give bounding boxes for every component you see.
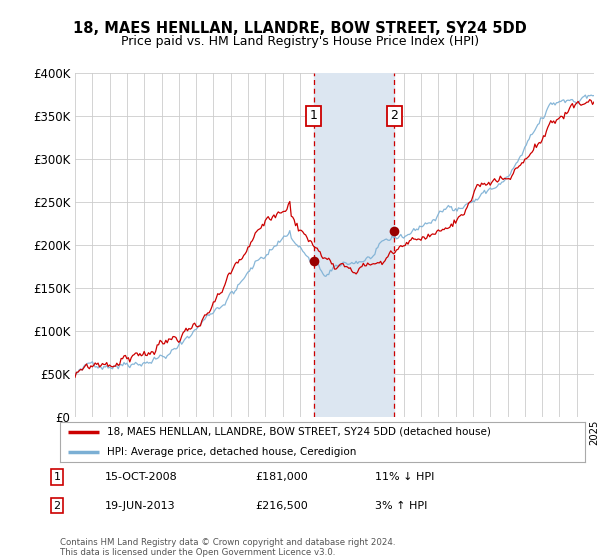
Bar <box>314 73 394 417</box>
Text: £181,000: £181,000 <box>255 472 308 482</box>
Text: 18, MAES HENLLAN, LLANDRE, BOW STREET, SY24 5DD (detached house): 18, MAES HENLLAN, LLANDRE, BOW STREET, S… <box>107 427 491 437</box>
Text: 11% ↓ HPI: 11% ↓ HPI <box>375 472 434 482</box>
Text: 18, MAES HENLLAN, LLANDRE, BOW STREET, SY24 5DD: 18, MAES HENLLAN, LLANDRE, BOW STREET, S… <box>73 21 527 36</box>
Text: 19-JUN-2013: 19-JUN-2013 <box>105 501 176 511</box>
Text: Price paid vs. HM Land Registry's House Price Index (HPI): Price paid vs. HM Land Registry's House … <box>121 35 479 48</box>
Text: £216,500: £216,500 <box>255 501 308 511</box>
Text: 2: 2 <box>53 501 61 511</box>
Text: 3% ↑ HPI: 3% ↑ HPI <box>375 501 427 511</box>
Text: 2: 2 <box>391 109 398 122</box>
Text: 1: 1 <box>53 472 61 482</box>
Text: 1: 1 <box>310 109 317 122</box>
Text: Contains HM Land Registry data © Crown copyright and database right 2024.
This d: Contains HM Land Registry data © Crown c… <box>60 538 395 557</box>
Text: HPI: Average price, detached house, Ceredigion: HPI: Average price, detached house, Cere… <box>107 447 356 457</box>
Text: 15-OCT-2008: 15-OCT-2008 <box>105 472 178 482</box>
